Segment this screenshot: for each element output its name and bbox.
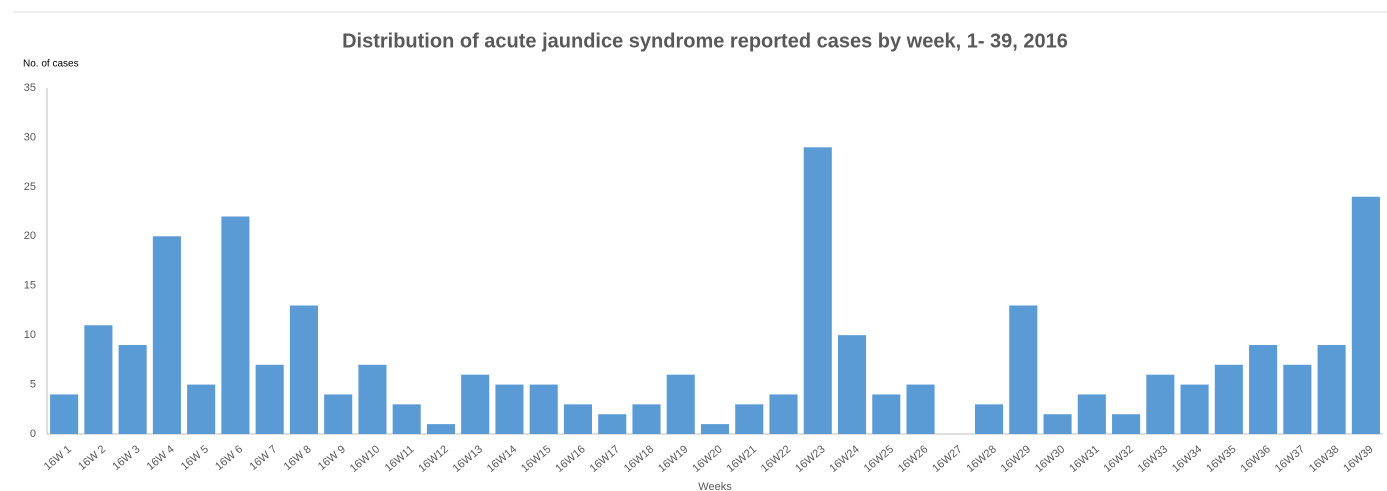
bar <box>50 394 79 434</box>
bar <box>1283 364 1312 434</box>
x-tick-label: 16W39 <box>1341 443 1375 475</box>
y-tick-label: 20 <box>24 230 36 242</box>
bar <box>426 424 455 434</box>
bar <box>1077 394 1106 434</box>
bar <box>803 147 832 435</box>
x-tick-label: 16W23 <box>793 443 827 475</box>
bar <box>1351 196 1380 434</box>
chart-title: Distribution of acute jaundice syndrome … <box>342 30 1068 52</box>
y-tick-label: 35 <box>24 82 36 94</box>
x-tick-label: 16W 9 <box>316 443 348 473</box>
x-tick-label: 16W14 <box>485 443 519 475</box>
bar <box>221 216 250 434</box>
bar <box>906 384 935 434</box>
x-tick-label: 16W31 <box>1067 443 1101 475</box>
bar <box>1009 305 1038 434</box>
y-tick-label: 15 <box>24 280 36 292</box>
x-tick-label: 16W37 <box>1273 443 1307 475</box>
bar <box>1146 374 1175 434</box>
x-tick-label: 16W 6 <box>213 443 245 473</box>
x-tick-label: 16W24 <box>827 443 861 475</box>
x-tick-label: 16W 2 <box>76 443 108 473</box>
y-axis-label: No. of cases <box>23 59 79 70</box>
bar <box>1317 345 1346 434</box>
bar <box>529 384 558 434</box>
bar <box>632 404 661 434</box>
bar <box>700 424 730 434</box>
x-tick-label: 16W26 <box>896 443 930 475</box>
x-tick-label: 16W35 <box>1204 443 1238 475</box>
x-tick-label: 16W18 <box>622 443 656 475</box>
x-tick-label: 16W22 <box>759 443 793 475</box>
y-tick-label: 0 <box>30 428 36 440</box>
bar <box>666 374 695 434</box>
bar <box>255 364 284 434</box>
x-tick-label: 16W15 <box>519 443 553 475</box>
bar <box>324 394 353 434</box>
x-tick-label: 16W27 <box>930 443 964 475</box>
x-tick-label: 16W13 <box>451 443 485 475</box>
x-tick-label: 16W21 <box>725 443 759 475</box>
x-tick-label: 16W19 <box>656 443 690 475</box>
bar <box>1043 414 1072 434</box>
bar <box>152 236 181 434</box>
x-tick-label: 16W32 <box>1101 443 1135 475</box>
x-tick-label: 16W12 <box>416 443 450 475</box>
y-tick-label: 30 <box>24 131 36 143</box>
x-tick-label: 16W38 <box>1307 443 1341 475</box>
x-tick-label: 16W34 <box>1170 443 1204 475</box>
x-tick-label: 16W 8 <box>282 443 314 473</box>
x-tick-label: 16W 1 <box>42 443 74 473</box>
bar <box>598 414 627 434</box>
bar <box>872 394 901 434</box>
bar <box>358 364 387 434</box>
x-tick-label: 16W 5 <box>179 443 211 473</box>
bar <box>495 384 524 434</box>
bar <box>1214 364 1243 434</box>
bar <box>563 404 593 434</box>
x-tick-label: 16W29 <box>999 443 1033 475</box>
x-tick-label: 16W28 <box>964 443 998 475</box>
x-tick-label: 16W30 <box>1033 443 1067 475</box>
y-tick-label: 10 <box>24 329 36 341</box>
x-tick-label: 16W33 <box>1136 443 1170 475</box>
bar <box>735 404 764 434</box>
bar <box>84 325 113 434</box>
bar <box>1249 345 1278 434</box>
bar <box>1112 414 1141 434</box>
x-tick-label: 16W10 <box>348 443 382 475</box>
y-tick-label: 25 <box>24 181 36 193</box>
x-tick-label: 16W36 <box>1238 443 1272 475</box>
bar <box>1180 384 1209 434</box>
bar <box>461 374 490 434</box>
bar <box>392 404 421 434</box>
bar <box>769 394 798 434</box>
x-tick-label: 16W25 <box>862 443 896 475</box>
bar <box>118 345 147 434</box>
bar <box>975 404 1004 434</box>
bar <box>289 305 318 434</box>
x-tick-label: 16W16 <box>553 443 587 475</box>
bar <box>187 384 216 434</box>
x-tick-label: 16W17 <box>588 443 622 475</box>
bar <box>837 335 867 434</box>
y-tick-label: 5 <box>30 378 36 390</box>
x-axis-label: Weeks <box>698 481 732 491</box>
x-tick-label: 16W 3 <box>110 443 142 473</box>
x-tick-label: 16W 7 <box>247 443 279 473</box>
x-tick-label: 16W11 <box>383 443 417 474</box>
x-tick-label: 16W20 <box>690 443 724 475</box>
x-tick-label: 16W 4 <box>145 443 177 473</box>
